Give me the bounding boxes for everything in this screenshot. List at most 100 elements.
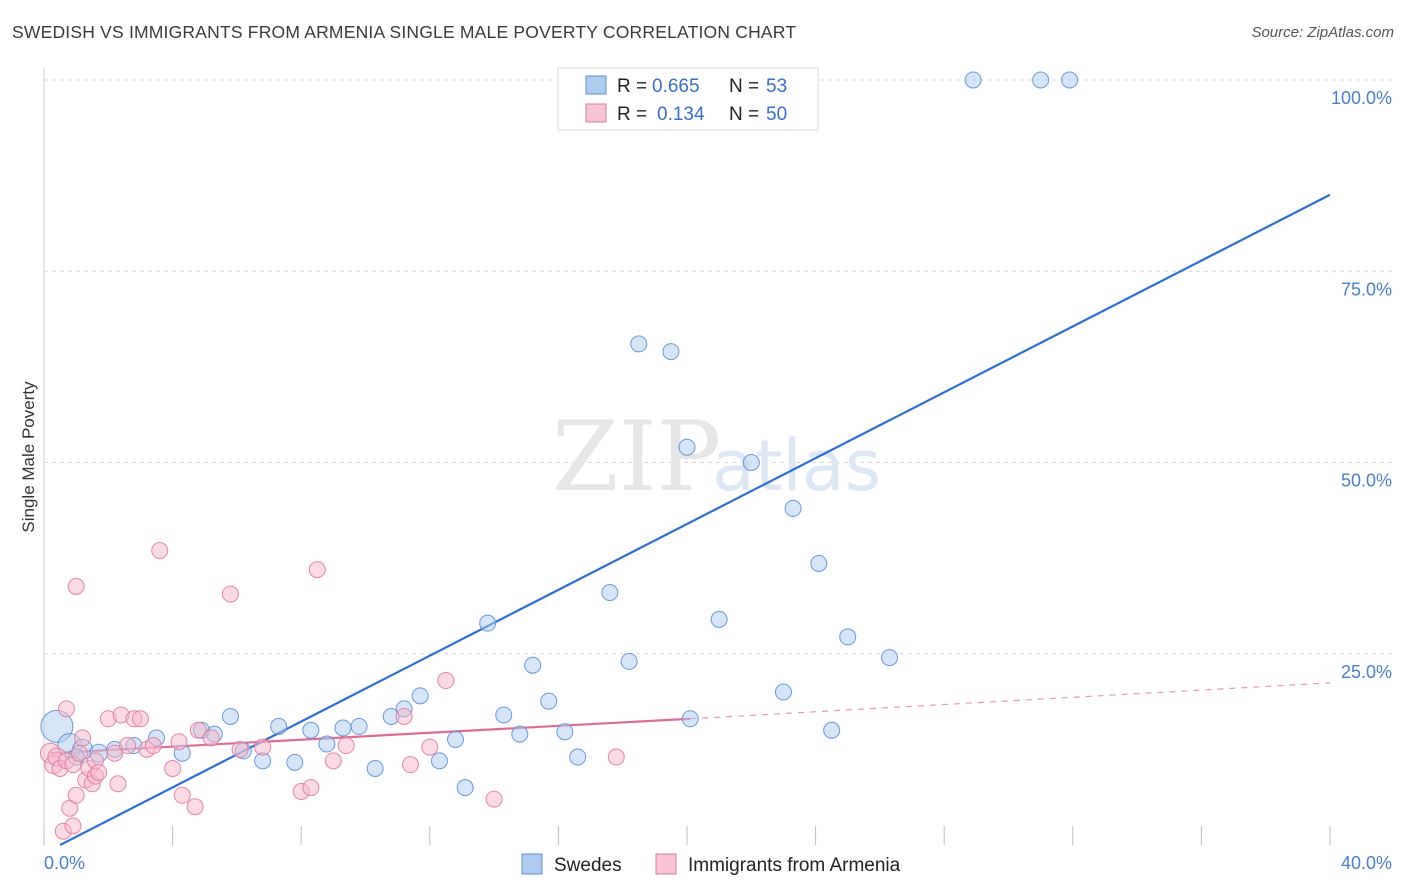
- point-swedes-18: [350, 717, 368, 735]
- point-armenia-35: [202, 729, 220, 747]
- point-swedes-29: [524, 656, 542, 674]
- watermark: ZIP atlas: [552, 401, 881, 513]
- point-swedes-35: [630, 335, 648, 353]
- point-swedes-33: [601, 584, 619, 602]
- point-armenia-23: [109, 775, 127, 793]
- point-swedes-34: [620, 652, 638, 670]
- y-tick-label-1: 50.0%: [1341, 471, 1392, 491]
- point-swedes-37: [662, 343, 680, 361]
- point-armenia-36: [221, 585, 239, 603]
- point-armenia-42: [337, 737, 355, 755]
- point-armenia-33: [186, 798, 204, 816]
- trend-line-armenia-extrapolated: [690, 682, 1331, 720]
- bottom-legend-swatch-armenia: [655, 853, 677, 875]
- legend-n-value-armenia: 50: [766, 104, 787, 125]
- point-swedes-51: [1061, 71, 1079, 89]
- point-swedes-14: [286, 753, 304, 771]
- point-swedes-31: [556, 723, 574, 741]
- legend-r-label-swedes: R =: [617, 76, 647, 97]
- chart-source: Source: ZipAtlas.com: [1251, 24, 1394, 41]
- point-armenia-41: [308, 561, 326, 579]
- legend-r-value-armenia: 0.134: [657, 104, 705, 125]
- point-swedes-45: [810, 554, 828, 572]
- series-legend: Swedes Immigrants from Armenia: [521, 853, 901, 876]
- point-armenia-38: [254, 738, 272, 756]
- point-swedes-26: [479, 614, 497, 632]
- point-armenia-6: [58, 700, 76, 718]
- point-armenia-40: [302, 779, 320, 797]
- point-swedes-28: [511, 725, 529, 743]
- correlation-legend: R = 0.665 N = 53 R = 0.134 N = 50: [557, 67, 819, 131]
- legend-n-value-swedes: 53: [766, 76, 787, 97]
- y-tick-label-3: 100.0%: [1331, 88, 1392, 108]
- point-swedes-32: [569, 748, 587, 766]
- point-swedes-22: [411, 687, 429, 705]
- point-swedes-25: [456, 779, 474, 797]
- point-swedes-38: [678, 438, 696, 456]
- legend-n-label-armenia: N =: [729, 104, 759, 125]
- point-armenia-28: [144, 737, 162, 755]
- point-swedes-43: [774, 683, 792, 701]
- bottom-legend-label-armenia: Immigrants from Armenia: [688, 855, 901, 876]
- legend-r-label-armenia: R =: [617, 104, 647, 125]
- point-swedes-23: [430, 752, 448, 770]
- point-armenia-37: [231, 740, 249, 758]
- bottom-legend-label-swedes: Swedes: [554, 855, 622, 876]
- legend-swatch-swedes: [585, 75, 607, 95]
- point-swedes-48: [881, 649, 899, 667]
- point-armenia-31: [173, 786, 191, 804]
- point-swedes-41: [742, 454, 760, 471]
- watermark-zip: ZIP: [552, 401, 721, 513]
- point-armenia-46: [437, 672, 455, 690]
- point-armenia-48: [607, 748, 625, 766]
- grid: [43, 68, 1392, 845]
- point-armenia-34: [189, 721, 207, 739]
- point-swedes-49: [964, 71, 982, 89]
- point-armenia-29: [151, 541, 169, 559]
- point-armenia-45: [421, 738, 439, 756]
- y-axis-label: Single Male Poverty: [19, 381, 38, 533]
- y-tick-label-0: 25.0%: [1341, 662, 1392, 682]
- point-swedes-30: [540, 692, 558, 710]
- point-armenia-30: [164, 760, 182, 777]
- legend-swatch-armenia: [585, 103, 607, 123]
- point-swedes-39: [681, 710, 699, 728]
- point-swedes-16: [318, 735, 336, 753]
- point-swedes-15: [302, 721, 320, 739]
- point-armenia-19: [90, 763, 108, 781]
- point-armenia-12: [70, 744, 88, 762]
- point-armenia-44: [402, 756, 420, 774]
- point-swedes-13: [270, 717, 288, 735]
- point-swedes-27: [495, 706, 513, 724]
- point-swedes-10: [221, 707, 239, 725]
- point-swedes-47: [839, 628, 857, 646]
- bottom-legend-swatch-swedes: [521, 853, 543, 875]
- point-armenia-13: [74, 729, 92, 747]
- chart-title: SWEDISH VS IMMIGRANTS FROM ARMENIA SINGL…: [12, 22, 797, 42]
- point-armenia-26: [131, 710, 149, 728]
- point-swedes-24: [447, 730, 465, 748]
- legend-n-label-swedes: N =: [729, 76, 759, 97]
- y-tick-label-2: 75.0%: [1341, 279, 1392, 299]
- point-swedes-40: [710, 610, 728, 628]
- point-swedes-50: [1032, 71, 1050, 89]
- x-tick-label-1: 40.0%: [1341, 853, 1392, 873]
- axis-labels: Single Male Poverty: [19, 381, 38, 533]
- point-armenia-43: [395, 707, 413, 725]
- legend-r-value-swedes: 0.665: [652, 76, 700, 97]
- point-armenia-49: [324, 752, 342, 770]
- point-swedes-44: [784, 499, 802, 517]
- x-tick-label-0: 0.0%: [44, 853, 85, 873]
- point-armenia-24: [119, 737, 137, 755]
- point-armenia-11: [67, 786, 85, 804]
- trend-line-swedes: [59, 193, 1331, 846]
- point-swedes-17: [334, 719, 352, 737]
- point-armenia-47: [485, 790, 503, 808]
- point-swedes-19: [366, 760, 384, 777]
- point-armenia-10: [67, 577, 85, 595]
- data-points: [39, 71, 1079, 840]
- point-armenia-21: [106, 744, 124, 762]
- point-armenia-8: [64, 817, 82, 835]
- point-swedes-46: [823, 721, 841, 739]
